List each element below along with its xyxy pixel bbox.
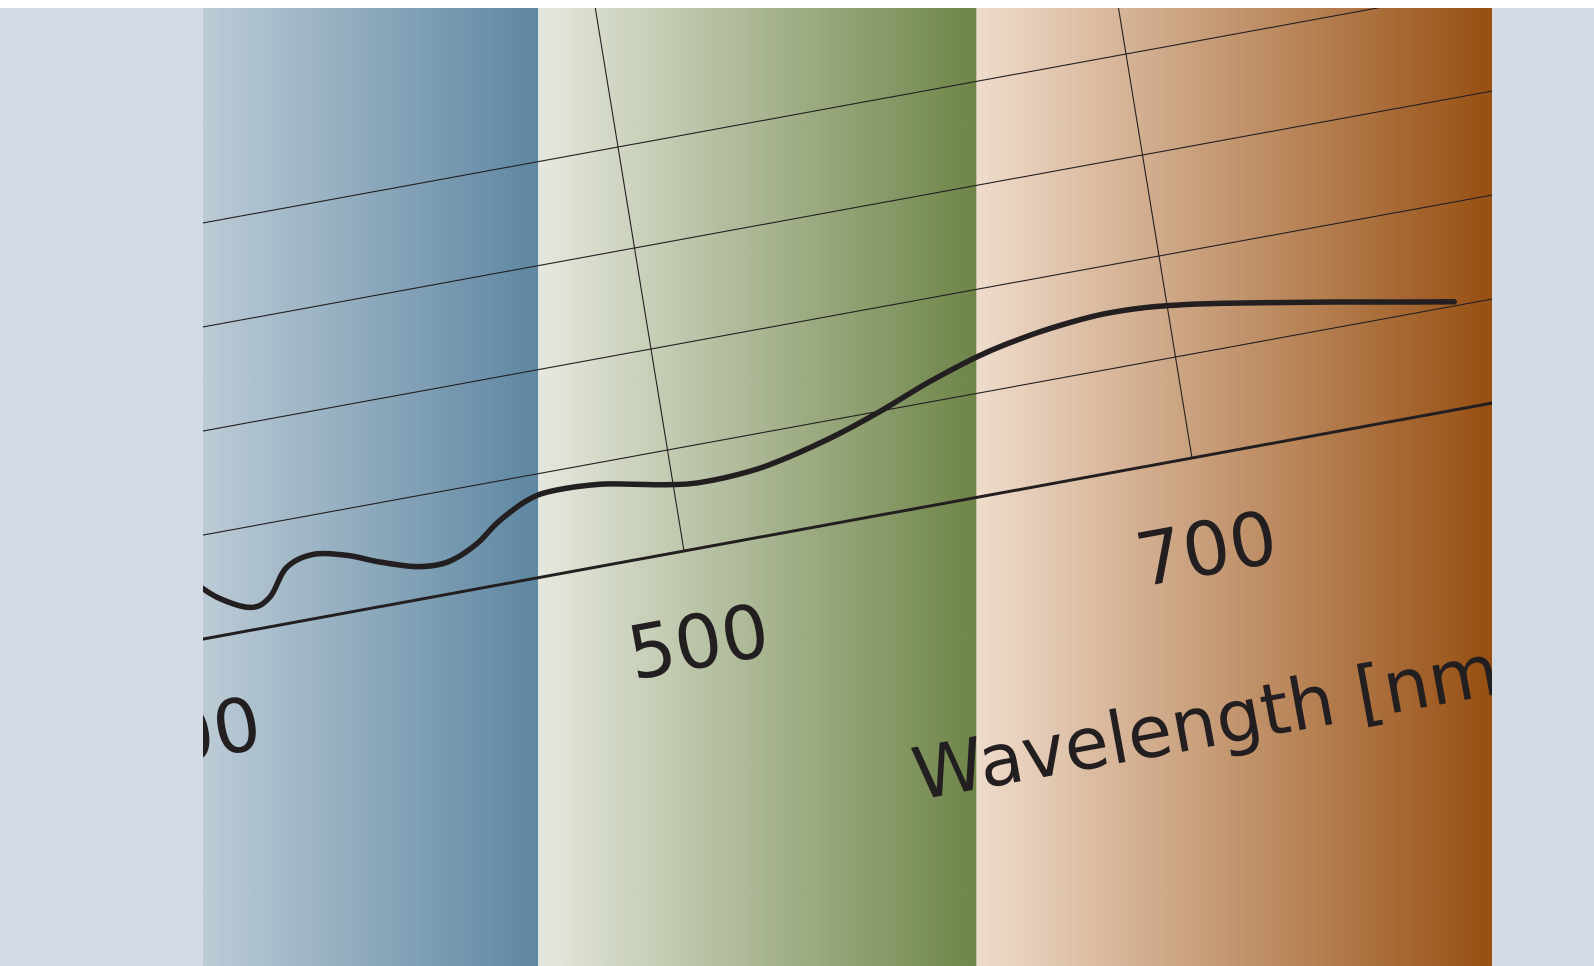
band-green [538, 8, 977, 966]
grid-line-horizontal [203, 8, 1381, 224]
band-orange [976, 8, 1492, 966]
grid-lines [203, 8, 1492, 552]
wavelength-bands [203, 8, 1492, 966]
series-line [203, 299, 1457, 611]
grid-line-horizontal [203, 298, 1492, 536]
grid-line-vertical [1117, 8, 1193, 459]
grid-line-horizontal [203, 90, 1492, 328]
band-blue [203, 8, 539, 966]
top-strip [0, 0, 1594, 8]
grid-line-vertical [594, 8, 685, 552]
x-axis-line [203, 401, 1492, 641]
grid-line-horizontal [203, 194, 1492, 432]
